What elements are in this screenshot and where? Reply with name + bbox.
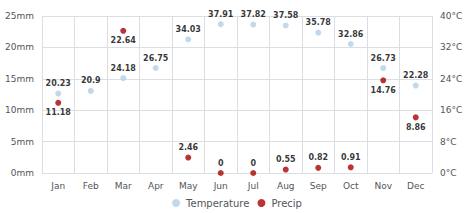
svg-text:5mm: 5mm bbox=[11, 137, 34, 147]
svg-text:Jul: Jul bbox=[247, 181, 259, 191]
svg-text:0°C: 0°C bbox=[440, 168, 457, 178]
svg-text:0.91: 0.91 bbox=[341, 153, 361, 162]
svg-text:Feb: Feb bbox=[83, 181, 99, 191]
svg-text:24°C: 24°C bbox=[440, 74, 462, 84]
svg-text:22.64: 22.64 bbox=[111, 36, 137, 45]
svg-text:24.18: 24.18 bbox=[111, 64, 137, 73]
svg-text:0mm: 0mm bbox=[11, 168, 34, 178]
svg-text:0: 0 bbox=[250, 159, 256, 168]
svg-text:Jun: Jun bbox=[213, 181, 228, 191]
svg-text:35.78: 35.78 bbox=[306, 18, 332, 27]
svg-text:22.28: 22.28 bbox=[403, 71, 429, 80]
svg-text:34.03: 34.03 bbox=[176, 25, 201, 34]
svg-text:Sep: Sep bbox=[310, 181, 327, 191]
svg-text:10mm: 10mm bbox=[5, 105, 34, 115]
svg-text:Dec: Dec bbox=[407, 181, 424, 191]
svg-text:May: May bbox=[179, 181, 198, 191]
svg-text:Temperature: Temperature bbox=[185, 198, 249, 209]
svg-text:20mm: 20mm bbox=[5, 42, 34, 52]
svg-text:26.73: 26.73 bbox=[371, 54, 396, 63]
svg-text:37.91: 37.91 bbox=[208, 10, 234, 19]
svg-text:26.75: 26.75 bbox=[143, 54, 169, 63]
svg-text:40°C: 40°C bbox=[440, 11, 462, 21]
svg-text:37.58: 37.58 bbox=[273, 11, 299, 20]
svg-text:Oct: Oct bbox=[343, 181, 359, 191]
svg-text:37.82: 37.82 bbox=[241, 10, 266, 19]
svg-text:32°C: 32°C bbox=[440, 42, 462, 52]
svg-text:8.86: 8.86 bbox=[406, 123, 426, 132]
svg-text:0.82: 0.82 bbox=[308, 153, 328, 162]
svg-text:Nov: Nov bbox=[374, 181, 392, 191]
svg-text:16°C: 16°C bbox=[440, 105, 462, 115]
svg-text:0: 0 bbox=[218, 159, 224, 168]
svg-text:20.23: 20.23 bbox=[46, 79, 71, 88]
svg-text:8°C: 8°C bbox=[440, 137, 457, 147]
svg-text:2.46: 2.46 bbox=[178, 143, 198, 152]
svg-text:32.86: 32.86 bbox=[338, 30, 364, 39]
svg-text:25mm: 25mm bbox=[5, 11, 34, 21]
svg-text:Mar: Mar bbox=[115, 181, 132, 191]
svg-text:Apr: Apr bbox=[148, 181, 164, 191]
svg-text:11.18: 11.18 bbox=[46, 108, 72, 117]
svg-text:Precip: Precip bbox=[271, 198, 302, 209]
svg-text:0.55: 0.55 bbox=[276, 155, 296, 164]
svg-text:15mm: 15mm bbox=[5, 74, 34, 84]
svg-text:Jan: Jan bbox=[50, 181, 65, 191]
svg-text:14.76: 14.76 bbox=[371, 86, 397, 95]
svg-text:20.9: 20.9 bbox=[81, 76, 101, 85]
svg-text:Aug: Aug bbox=[277, 181, 295, 191]
